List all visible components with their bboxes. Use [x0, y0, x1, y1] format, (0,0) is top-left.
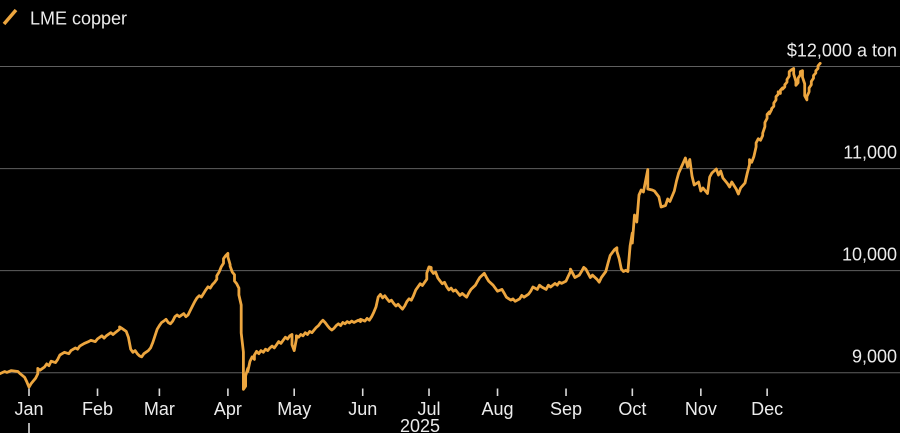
month-label-Feb: Feb	[82, 399, 113, 419]
month-label-Apr: Apr	[214, 399, 242, 419]
month-label-May: May	[277, 399, 311, 419]
y-axis-labels: $12,000 a ton 11,000 10,000 9,000	[787, 41, 897, 367]
month-label-Mar: Mar	[144, 399, 175, 419]
price-line-series	[0, 61, 822, 391]
month-label-Jan: Jan	[14, 399, 43, 419]
month-label-Sep: Sep	[550, 399, 582, 419]
diagonal-line-swatch-icon	[2, 8, 18, 26]
chart-legend: LME copper	[2, 8, 127, 29]
year-label: 2025	[400, 416, 440, 433]
legend-label: LME copper	[30, 9, 127, 29]
month-label-Aug: Aug	[482, 399, 514, 419]
y-axis-label-9000: 9,000	[852, 347, 897, 367]
y-axis-label-12000: $12,000 a ton	[787, 41, 897, 61]
month-label-Dec: Dec	[751, 399, 783, 419]
x-axis: Jan Feb Mar Apr May Jun Jul Aug Sep Oct Nov Dec 2025	[14, 388, 783, 433]
month-label-Jun: Jun	[348, 399, 377, 419]
month-label-Jul: Jul	[418, 399, 441, 419]
y-axis-label-10000: 10,000	[842, 245, 897, 265]
month-label-Nov: Nov	[685, 399, 717, 419]
month-label-Oct: Oct	[618, 399, 646, 419]
y-axis-label-11000: 11,000	[843, 143, 897, 163]
gridlines	[0, 66, 900, 374]
price-line-lme-copper	[0, 61, 822, 391]
